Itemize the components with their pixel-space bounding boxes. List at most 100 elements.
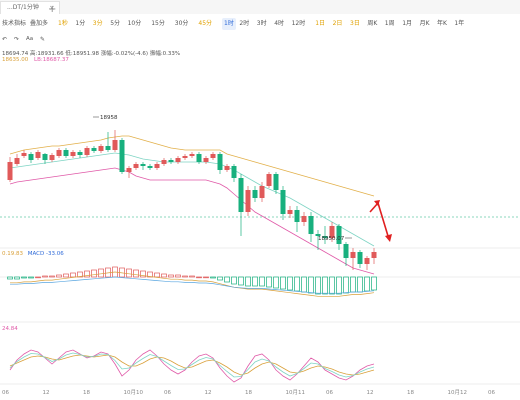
boll-readout: 18635.00 LB:18687.37 [2, 57, 69, 63]
boll-lb-value: LB:18687.37 [34, 57, 69, 63]
low-annotation: 18950.07 [318, 236, 345, 242]
arrow-down-line [377, 202, 389, 237]
interval-tab-4[interactable]: 10分 [127, 20, 142, 27]
macd-bar [84, 270, 90, 278]
interval-tab-16[interactable]: 周K [367, 20, 378, 27]
candle-body [308, 216, 314, 234]
interval-tab-20[interactable]: 年K [437, 20, 447, 27]
interval-tab-8[interactable]: 1时 [222, 18, 236, 30]
interval-tab-10[interactable]: 3时 [256, 20, 267, 27]
interval-tab-19[interactable]: 月K [419, 20, 430, 27]
macd-bar [63, 273, 69, 278]
add-tab-icon[interactable]: + [48, 4, 57, 15]
candle-body [147, 166, 153, 168]
x-axis-label: 06 [326, 390, 333, 396]
candle-body [238, 178, 244, 212]
brush-icon[interactable]: ✎ [40, 36, 46, 43]
candle-body [161, 160, 167, 164]
interval-tab-0[interactable]: 1秒 [58, 20, 68, 27]
ohlc-open: 18694.74 [2, 51, 29, 57]
high-annotation: 18958 [100, 115, 118, 121]
interval-tab-2[interactable]: 3分 [92, 20, 103, 27]
macd-bar [301, 276, 307, 293]
interval-tab-15[interactable]: 3日 [350, 20, 360, 27]
interval-tab-18[interactable]: 1月 [402, 20, 413, 27]
candle-body [322, 236, 328, 238]
macd-bar [91, 269, 97, 278]
macd-bar [98, 268, 104, 278]
redo-icon[interactable]: ↷ [14, 36, 20, 43]
x-axis-label: 18 [407, 390, 414, 396]
candle-body [224, 166, 230, 170]
x-axis-label: 06 [164, 390, 171, 396]
interval-tab-5[interactable]: 15分 [151, 20, 165, 27]
interval-tab-3[interactable]: 5分 [110, 20, 121, 27]
macd-bar [196, 276, 202, 279]
x-axis-label: 12 [367, 390, 374, 396]
macd-bar [154, 272, 160, 278]
candle-body [259, 186, 265, 198]
candle-body [70, 152, 76, 156]
candle-body [140, 164, 146, 166]
macd-bar [273, 276, 279, 289]
candle-body [119, 140, 125, 172]
interval-tab-11[interactable]: 4时 [274, 20, 285, 27]
candle-body [175, 158, 181, 162]
candle-body [315, 234, 321, 236]
boll-mid-value: 18635.00 [2, 57, 29, 63]
interval-tab-7[interactable]: 45分 [198, 20, 213, 27]
macd-bar [126, 268, 132, 278]
candle-body [112, 140, 118, 150]
macd-bar [175, 274, 181, 278]
candle-body [133, 164, 139, 168]
overlay-button[interactable]: 叠加多 [30, 20, 49, 27]
kdj-j-line [9, 352, 375, 378]
interval-tab-13[interactable]: 1日 [315, 20, 326, 27]
chart-tab[interactable]: ...DT/1分钟 × [0, 1, 60, 14]
interval-tab-12[interactable]: 12时 [291, 20, 306, 27]
candle-body [350, 252, 356, 258]
macd-bar [140, 270, 146, 278]
macd-bar [350, 276, 356, 293]
indicator-button[interactable]: 技术指标 [2, 20, 27, 27]
kdj-d-line [9, 354, 375, 376]
interval-tab-1[interactable]: 1分 [75, 20, 86, 27]
kdj-readout: 24.84 [2, 326, 18, 332]
kdj-value: 24.84 [2, 326, 18, 332]
candle-body [371, 252, 377, 258]
macd-bar [364, 276, 370, 292]
candle-body [91, 148, 97, 151]
macd-bar [42, 275, 48, 278]
macd-readout: 0.19.83 MACD -33.06 [2, 251, 64, 257]
macd-bar [7, 276, 13, 280]
text-icon[interactable]: Aa [26, 36, 34, 42]
undo-icon[interactable]: ↶ [2, 36, 8, 43]
candle-body [154, 164, 160, 168]
candle-body [364, 258, 370, 264]
macd-bar [168, 274, 174, 278]
candle-body [49, 155, 55, 160]
x-axis-label: 12 [43, 390, 50, 396]
x-axis-label: 10月11 [286, 389, 306, 396]
boll-upper-line [9, 135, 375, 197]
x-axis-label: 18 [83, 390, 90, 396]
macd-value-a: 0.19.83 [2, 251, 23, 257]
candle-body [301, 216, 307, 222]
interval-tab-6[interactable]: 30分 [174, 20, 189, 27]
macd-bar [371, 276, 377, 291]
candle-body [203, 158, 209, 162]
interval-tab-21[interactable]: 1年 [454, 20, 465, 27]
interval-tab-17[interactable]: 1周 [384, 20, 395, 27]
interval-tab-14[interactable]: 2日 [332, 20, 343, 27]
macd-bar [252, 276, 258, 287]
close-icon[interactable]: × [49, 4, 55, 12]
candle-body [245, 190, 251, 212]
candle-body [280, 190, 286, 214]
arrow-down-head [385, 234, 392, 242]
interval-tab-9[interactable]: 2时 [239, 20, 250, 27]
macd-bar [329, 276, 335, 295]
candle-body [63, 150, 69, 156]
arrow-up-line [369, 202, 379, 213]
macd-bar [217, 276, 223, 281]
